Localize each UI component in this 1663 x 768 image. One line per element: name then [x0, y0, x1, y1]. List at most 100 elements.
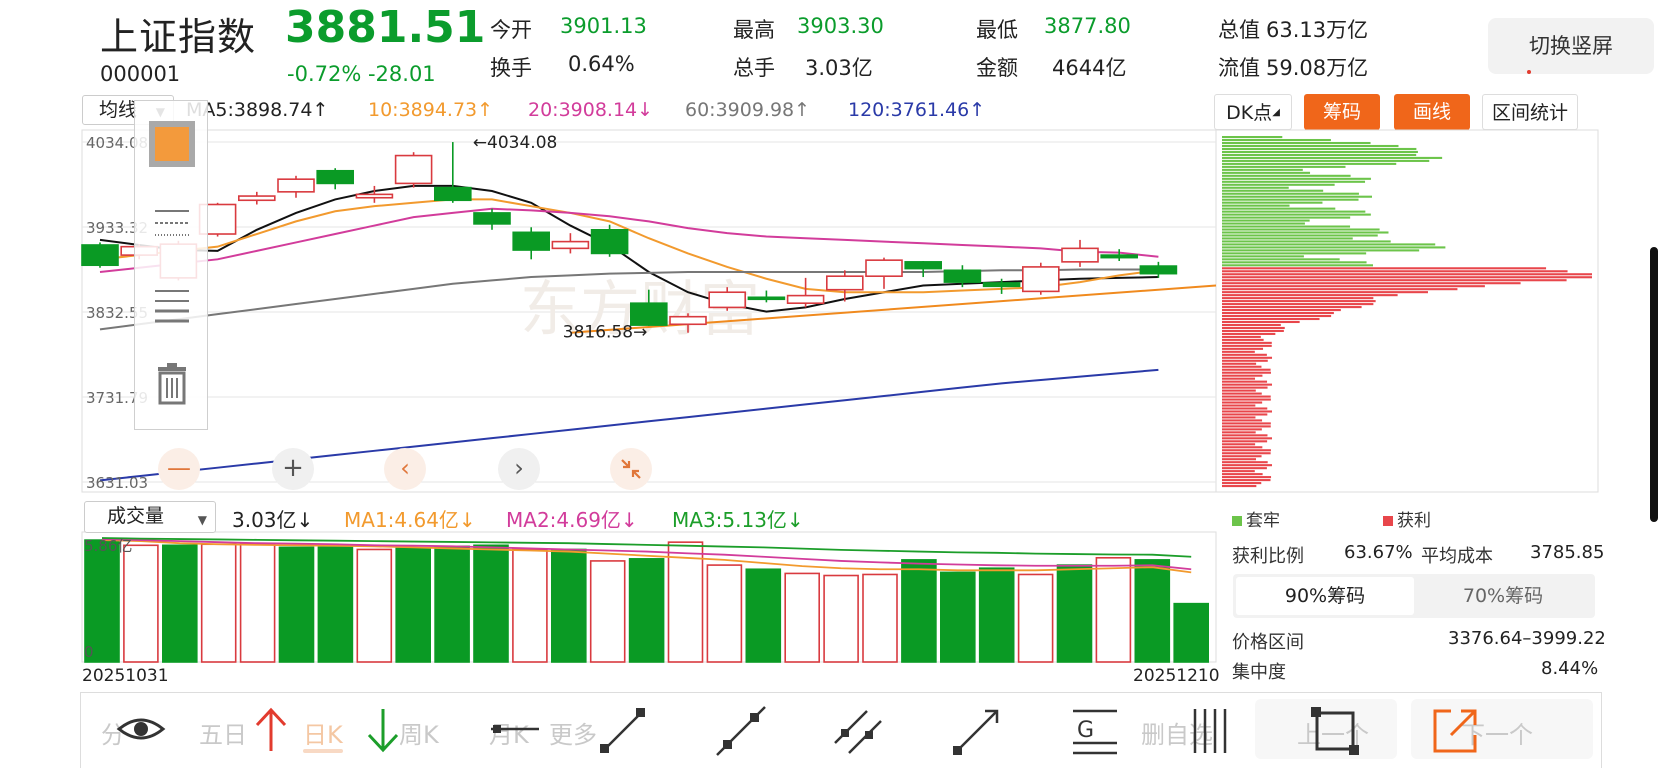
- candle: [238, 195, 276, 202]
- eye-icon[interactable]: [115, 709, 167, 749]
- chip-bar: [1222, 362, 1257, 365]
- price-axis-label: 3832.55: [86, 304, 148, 322]
- color-picker-icon[interactable]: [149, 121, 195, 167]
- volume-ma3-line: [101, 537, 1192, 558]
- profit-ratio-value: 63.67%: [1344, 542, 1413, 563]
- chip-bar: [1222, 165, 1346, 168]
- chip-bar: [1222, 458, 1257, 461]
- line-style-icon[interactable]: [149, 201, 195, 247]
- indicator-select-value: 均线: [99, 99, 138, 121]
- tab-week-k[interactable]: 周K: [399, 721, 439, 749]
- switch-portrait-button[interactable]: 切换竖屏: [1488, 18, 1654, 74]
- previous-button[interactable]: 上一个: [1297, 721, 1369, 749]
- horizontal-line-icon[interactable]: [487, 717, 543, 741]
- chip-bar: [1222, 428, 1262, 431]
- volume-axis-zero: 0: [84, 643, 94, 661]
- chevron-left-icon[interactable]: ‹: [384, 448, 426, 490]
- chip-bar: [1222, 141, 1371, 145]
- ma10-label: 10:3894.73↑: [368, 99, 494, 121]
- dk-point-button[interactable]: DK点◢: [1214, 94, 1292, 130]
- chip-bar: [1222, 249, 1420, 252]
- volume-ma2-line: [101, 538, 1192, 571]
- chip-bar: [1222, 291, 1428, 294]
- volume-bar: [473, 544, 509, 663]
- chip-bar: [1222, 410, 1272, 413]
- index-code: 000001: [100, 62, 181, 86]
- tab-five-day[interactable]: 五日: [199, 721, 247, 749]
- gann-line-icon[interactable]: G: [1067, 703, 1123, 759]
- candle: [786, 294, 825, 304]
- volume-bar: [550, 548, 587, 663]
- volume-bar: [200, 543, 237, 663]
- chevron-right-icon[interactable]: ›: [498, 448, 540, 490]
- share-export-icon[interactable]: [1427, 703, 1483, 759]
- candle: [355, 193, 394, 199]
- chip-bar: [1222, 317, 1320, 321]
- volume-bar: [667, 541, 704, 663]
- volume-indicator-select[interactable]: 成交量 ▼: [84, 501, 216, 533]
- chip-bar: [1222, 192, 1359, 195]
- volume-bar: [978, 567, 1015, 663]
- compress-icon[interactable]: [610, 448, 652, 490]
- candle: [669, 315, 707, 326]
- arrow-down-icon[interactable]: [363, 705, 403, 755]
- straight-line-icon[interactable]: [713, 703, 769, 759]
- candle: [81, 244, 119, 267]
- chip-bar: [1222, 479, 1271, 482]
- trash-icon[interactable]: [149, 361, 195, 407]
- chip-bar: [1222, 153, 1417, 156]
- zoom-in-icon[interactable]: +: [272, 448, 314, 490]
- tab-day-k[interactable]: 日K: [303, 721, 343, 749]
- segment-line-icon[interactable]: [595, 703, 651, 759]
- next-button[interactable]: 下一个: [1461, 721, 1533, 749]
- chip-bar: [1222, 413, 1268, 416]
- candle: [825, 275, 864, 291]
- chip-bar: [1222, 189, 1324, 192]
- index-name: 上证指数: [100, 15, 257, 59]
- zoom-out-icon[interactable]: —: [158, 448, 200, 490]
- chip-bar: [1222, 470, 1255, 473]
- chip-bar: [1222, 195, 1372, 198]
- chip-bar: [1222, 344, 1272, 347]
- dk-point-label: DK点: [1226, 102, 1273, 124]
- volume-bar: [84, 539, 120, 663]
- ma5-label: MA5:3898.74↑: [186, 99, 329, 121]
- chip-bar: [1222, 326, 1285, 330]
- volume-bar: [239, 543, 276, 663]
- chip-bar: [1222, 147, 1417, 151]
- tab-more[interactable]: 更多: [549, 721, 597, 749]
- quote-label: 最低: [976, 18, 1018, 42]
- price-axis-label: 3631.03: [86, 474, 148, 492]
- line-width-icon[interactable]: [149, 281, 195, 327]
- chip-bar: [1222, 464, 1272, 467]
- chips-button[interactable]: 筹码: [1304, 94, 1380, 130]
- chip-bar: [1222, 377, 1256, 380]
- quote-label: 换手: [490, 56, 532, 80]
- rectangle-tool-icon[interactable]: [1307, 703, 1363, 759]
- chip-bar: [1222, 371, 1271, 374]
- avg-cost-value: 3785.85: [1530, 542, 1605, 563]
- vertical-lines-icon[interactable]: [1185, 703, 1241, 759]
- tab-90-chips[interactable]: 90%筹码: [1236, 577, 1414, 615]
- chip-bar: [1222, 303, 1374, 306]
- draw-line-button[interactable]: 画线: [1394, 94, 1470, 130]
- chip-bar: [1222, 332, 1276, 335]
- ma20-label: 20:3908.14↓: [528, 99, 654, 121]
- chip-bar: [1222, 252, 1367, 255]
- tab-70-chips[interactable]: 70%筹码: [1462, 585, 1544, 607]
- scrollbar-thumb[interactable]: [1650, 247, 1658, 522]
- chip-bar: [1222, 485, 1257, 488]
- remove-watchlist-button[interactable]: 删自选: [1141, 721, 1213, 749]
- candle: [629, 302, 668, 326]
- price-range-label: 价格区间: [1232, 632, 1304, 653]
- concentration-value: 8.44%: [1541, 658, 1599, 679]
- chip-bar: [1222, 237, 1353, 240]
- chip-bar: [1222, 392, 1262, 395]
- volume-bar: [123, 544, 159, 663]
- chip-bar: [1222, 297, 1374, 300]
- quote-label: 总值: [1218, 18, 1260, 42]
- parallel-lines-icon[interactable]: [831, 703, 887, 759]
- arrow-up-icon[interactable]: [251, 705, 291, 755]
- ray-line-icon[interactable]: [949, 703, 1005, 759]
